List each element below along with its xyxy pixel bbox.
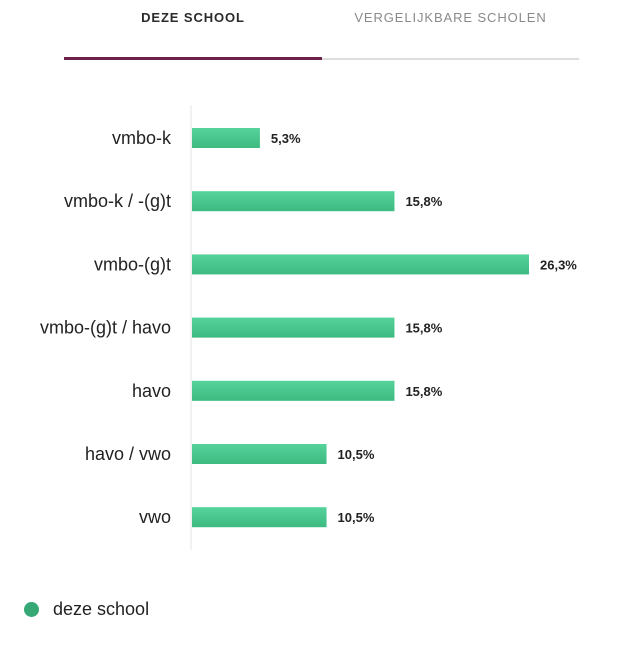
category-label: vwo [139,507,171,527]
tab-vergelijkbare-scholen-label: VERGELIJKBARE SCHOLEN [354,10,547,25]
value-label: 10,5% [338,447,375,462]
tab-vergelijkbare-scholen[interactable]: VERGELIJKBARE SCHOLEN [322,10,579,60]
category-label: vmbo-(g)t [94,254,171,274]
value-label: 15,8% [405,384,442,399]
legend-dot [24,601,39,617]
bar-chart: vmbo-k 5,3% vmbo-k / -(g)t 15,8% vmbo-(g)t 26… [40,105,577,550]
bar [192,317,395,338]
tab-underline-active [64,57,322,60]
tab-bar: DEZE SCHOOL VERGELIJKBARE SCHOLEN [0,0,627,62]
value-label: 15,8% [405,321,442,336]
legend: deze school [24,597,149,621]
tab-deze-school-label: DEZE SCHOOL [141,10,245,25]
value-label: 26,3% [540,257,577,272]
value-label: 5,3% [271,131,301,146]
category-label: vmbo-k [112,128,172,148]
category-label: vmbo-k / -(g)t [64,191,171,211]
bar [192,380,395,401]
bar [192,254,529,275]
bar [192,128,260,148]
bar [192,191,395,212]
tab-deze-school[interactable]: DEZE SCHOOL [64,10,322,60]
legend-label: deze school [53,598,150,619]
value-label: 15,8% [405,194,442,209]
category-label: vmbo-(g)t / havo [40,318,171,338]
value-label: 10,5% [338,510,375,525]
category-label: havo / vwo [85,444,171,464]
bar [192,444,327,464]
bar [192,507,327,528]
category-label: havo [132,381,171,401]
